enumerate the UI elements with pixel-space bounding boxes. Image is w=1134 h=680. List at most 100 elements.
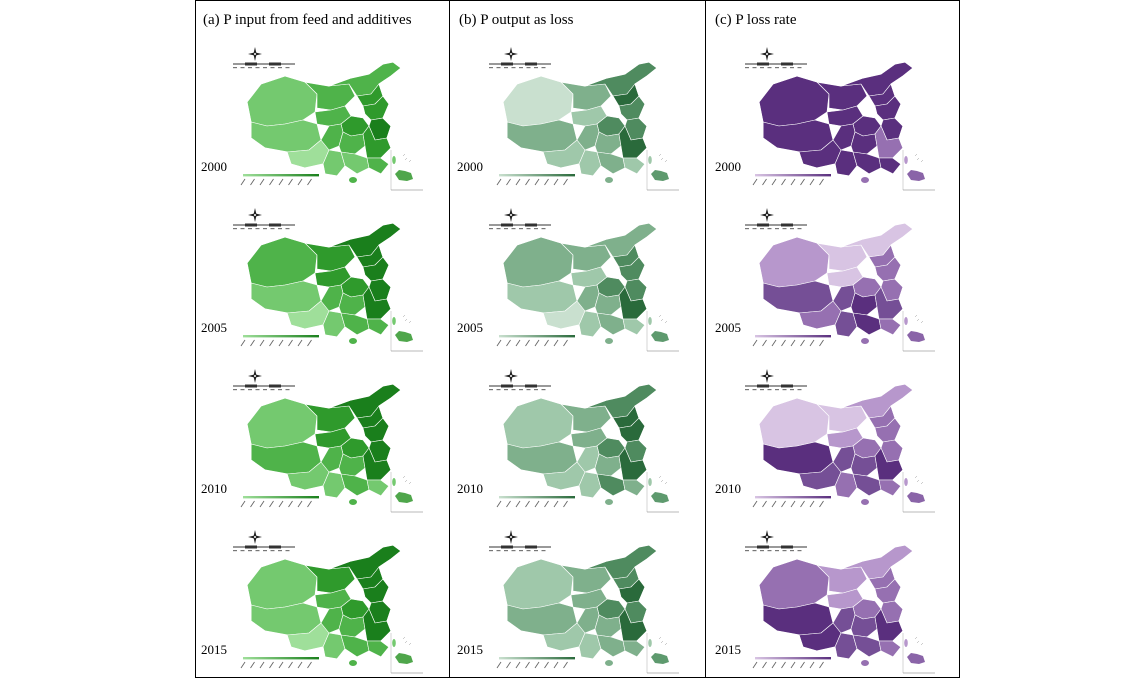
province-region [762,119,834,153]
province-region [340,634,370,658]
map-svg [489,369,679,513]
compass-icon [760,47,774,61]
scale-bar [233,384,295,391]
year-label: 2005 [715,320,741,335]
choropleth-map [737,364,977,519]
south-china-sea-inset [902,472,935,513]
island-region [904,317,908,325]
year-label: 2000 [457,159,483,174]
south-china-sea-inset [646,633,679,674]
south-china-sea-inset [390,150,423,191]
compass-icon [760,530,774,544]
panel-b-title: (b) P output as loss [459,12,574,28]
scale-bar [489,62,551,69]
province-region [340,312,370,336]
province-region [506,119,578,153]
scale-bar [233,223,295,230]
province-region [852,473,882,497]
island-region [605,499,613,505]
choropleth-map [737,525,977,680]
province-region [366,157,390,175]
scale-bar [489,545,551,552]
province-region [762,280,834,314]
province-region [250,602,322,636]
year-label: 2010 [715,481,741,496]
year-label: 2005 [457,320,483,335]
south-china-sea-inset [646,472,679,513]
province-region [338,453,366,477]
province-region [596,312,626,336]
compass-icon [504,208,518,222]
province-region [366,318,390,336]
panel-a-title: (a) P input from feed and additives [203,12,412,28]
island-region [349,177,357,183]
south-china-sea-inset [646,150,679,191]
province-region [850,453,878,477]
island-region [904,639,908,647]
scale-bar [233,545,295,552]
choropleth-map [737,203,977,358]
choropleth-map [225,525,465,680]
south-china-sea-inset [646,311,679,352]
province-region [622,479,646,497]
legend-bar [240,174,319,186]
island-region [349,338,357,344]
choropleth-map [481,203,721,358]
province-region [594,131,622,155]
island-region [392,478,396,486]
scale-bar [745,62,807,69]
province-region [506,280,578,314]
province-region [852,312,882,336]
province-region [622,640,646,658]
province-region [622,318,646,336]
choropleth-map [481,364,721,519]
scale-bar [489,384,551,391]
year-label: 2010 [457,481,483,496]
province-region [338,131,366,155]
province-region [878,640,902,658]
compass-icon [760,208,774,222]
year-label: 2015 [457,642,483,657]
south-china-sea-inset [902,311,935,352]
map-svg [489,47,679,191]
island-region [605,177,613,183]
province-region [340,151,370,175]
province-region [596,151,626,175]
island-region [392,156,396,164]
choropleth-map [225,203,465,358]
south-china-sea-inset [902,633,935,674]
island-region [648,156,652,164]
compass-icon [504,530,518,544]
south-china-sea-inset [390,311,423,352]
island-region [648,639,652,647]
map-svg [489,208,679,352]
map-svg [233,369,423,513]
island-region [648,317,652,325]
compass-icon [504,369,518,383]
province-region [250,280,322,314]
legend-bar [240,496,319,508]
legend-bar [496,174,575,186]
year-label: 2015 [201,642,227,657]
figure-frame [195,0,960,678]
island-region [861,660,869,666]
year-label: 2000 [201,159,227,174]
south-china-sea-inset [390,633,423,674]
map-svg [745,369,935,513]
choropleth-map [225,364,465,519]
legend-bar [496,496,575,508]
island-region [392,639,396,647]
province-region [594,614,622,638]
province-region [850,131,878,155]
island-region [605,338,613,344]
map-svg [745,208,935,352]
choropleth-map [481,42,721,197]
province-region [338,292,366,316]
province-region [338,614,366,638]
province-region [594,453,622,477]
scale-bar [745,545,807,552]
island-region [605,660,613,666]
map-svg [745,47,935,191]
year-label: 2010 [201,481,227,496]
province-region [850,292,878,316]
